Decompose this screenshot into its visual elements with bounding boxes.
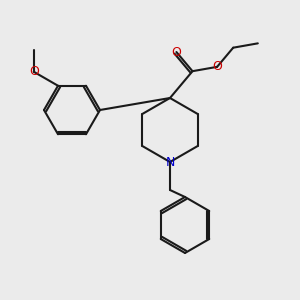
- Text: O: O: [212, 60, 222, 73]
- Text: N: N: [165, 155, 175, 169]
- Text: O: O: [172, 46, 182, 59]
- Text: O: O: [29, 65, 39, 78]
